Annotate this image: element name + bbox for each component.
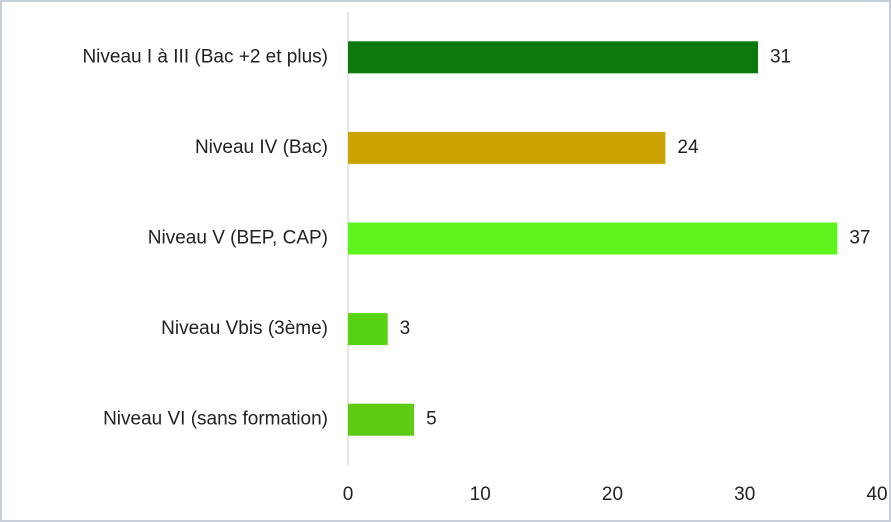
value-label: 5 <box>426 409 437 430</box>
y-tick-label: Niveau I à III (Bac +2 et plus) <box>82 46 328 67</box>
value-label: 31 <box>770 46 791 67</box>
x-tick-label: 30 <box>734 484 755 505</box>
y-tick-label: Niveau Vbis (3ème) <box>161 318 328 339</box>
bar <box>348 222 838 255</box>
bar <box>348 41 758 74</box>
x-tick-label: 10 <box>470 484 491 505</box>
bar <box>348 313 388 346</box>
bar <box>348 403 415 436</box>
value-label: 3 <box>400 318 411 339</box>
x-tick-label: 0 <box>343 484 354 505</box>
y-tick-label: Niveau VI (sans formation) <box>103 409 328 430</box>
y-tick-label: Niveau V (BEP, CAP) <box>148 228 328 249</box>
x-tick-label: 40 <box>866 484 887 505</box>
bar <box>348 131 666 164</box>
x-tick-label: 20 <box>602 484 623 505</box>
y-tick-label: Niveau IV (Bac) <box>195 137 328 158</box>
value-label: 37 <box>849 228 870 249</box>
value-label: 24 <box>677 137 699 158</box>
